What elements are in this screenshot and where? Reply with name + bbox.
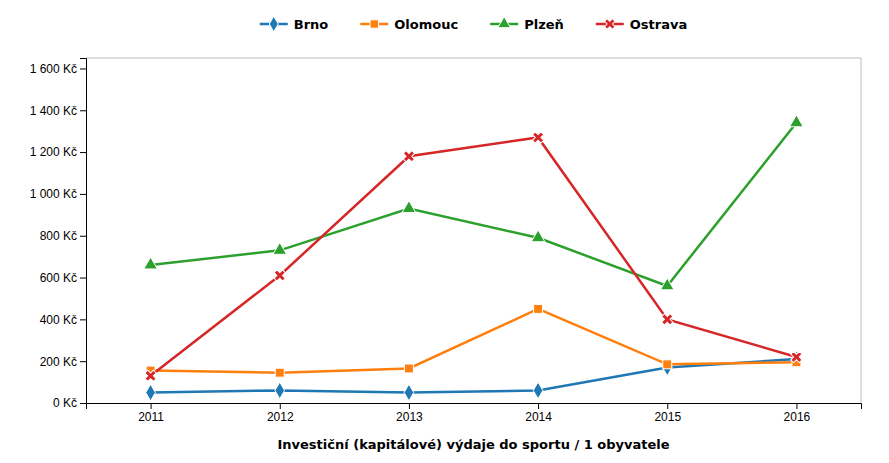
tick-mark	[538, 403, 539, 409]
point	[400, 148, 417, 165]
tick: 2012	[267, 403, 294, 424]
tick: 800 Kč	[40, 229, 86, 243]
point	[142, 367, 159, 384]
tick-mark	[80, 278, 86, 279]
series-line	[151, 137, 797, 375]
legend-item: Olomouc	[360, 17, 458, 32]
tick: 2014	[525, 403, 552, 424]
point	[531, 230, 545, 242]
point	[275, 368, 284, 377]
tick-label: 800 Kč	[40, 229, 77, 243]
legend: Brno Olomouc Plzeň Ostrava	[260, 16, 687, 32]
point	[663, 360, 672, 369]
tick: 200 Kč	[40, 355, 86, 369]
tick-mark	[280, 403, 281, 409]
tick-mark	[151, 403, 152, 409]
point	[271, 267, 288, 284]
tick-label: 1 600 Kč	[30, 62, 77, 76]
point	[402, 201, 416, 213]
tick-mark	[80, 110, 86, 111]
legend-item: Plzeň	[490, 17, 564, 32]
axis-line	[87, 404, 862, 410]
tick-label: 2014	[525, 410, 552, 424]
tick-label: 2012	[267, 410, 294, 424]
legend-symbol	[269, 16, 278, 32]
tick-mark	[796, 403, 797, 409]
legend-symbol	[370, 20, 378, 28]
point	[534, 304, 543, 313]
plot-area	[142, 115, 805, 401]
point	[659, 311, 676, 328]
tick: 1 200 Kč	[30, 145, 86, 159]
y-axis: 0 Kč 200 Kč 400 Kč 600 Kč 800 Kč 1 000 Kč 1 20…	[30, 59, 87, 411]
point	[404, 364, 413, 373]
tick-mark	[80, 361, 86, 362]
tick-label: 1 200 Kč	[30, 145, 77, 159]
point	[533, 382, 543, 399]
tick-label: 2013	[396, 410, 423, 424]
x-axis-label: Investiční (kapitálové) výdaje do sportu…	[277, 437, 669, 452]
tick-label: 2011	[138, 410, 164, 424]
tick-label: 1 000 Kč	[30, 187, 77, 201]
legend-item: Brno	[260, 16, 329, 32]
tick-mark	[409, 403, 410, 409]
legend-label: Ostrava	[630, 17, 687, 32]
tick: 2011	[138, 403, 164, 424]
tick-mark	[667, 403, 668, 409]
tick-mark	[80, 68, 86, 69]
frame	[861, 58, 862, 403]
tick-label: 2015	[654, 410, 681, 424]
legend-label: Olomouc	[394, 17, 458, 32]
tick-label: 2016	[784, 410, 811, 424]
tick-label: 0 Kč	[53, 396, 77, 410]
tick-mark	[80, 194, 86, 195]
legend-item: Ostrava	[596, 16, 687, 32]
tick-label: 400 Kč	[40, 313, 77, 327]
point	[144, 257, 158, 269]
tick: 2015	[654, 403, 681, 424]
tick: 1 600 Kč	[30, 62, 86, 76]
tick-mark	[80, 152, 86, 153]
frame	[86, 58, 861, 59]
tick-mark	[80, 319, 86, 320]
tick: 2013	[396, 403, 423, 424]
tick: 2016	[784, 403, 811, 424]
legend-label: Plzeň	[524, 17, 564, 32]
tick: 0 Kč	[53, 396, 86, 410]
legend-symbol	[602, 16, 618, 32]
legend-symbol	[498, 17, 511, 28]
x-axis: 2011 2012 2013 2014 2015 2016	[87, 403, 862, 424]
point	[404, 384, 414, 401]
point	[530, 129, 547, 146]
tick: 1 000 Kč	[30, 187, 86, 201]
tick-label: 600 Kč	[40, 271, 77, 285]
point	[275, 382, 285, 399]
chart: 2011 2012 2013 2014 2015 2016 0 Kč 200 Kč 400 Kč…	[0, 0, 889, 463]
point	[273, 243, 287, 255]
legend-label: Brno	[294, 17, 329, 32]
tick-mark	[80, 403, 86, 404]
tick: 600 Kč	[40, 271, 86, 285]
tick: 400 Kč	[40, 313, 86, 327]
tick-mark	[80, 236, 86, 237]
axis-line	[80, 59, 87, 404]
point	[146, 384, 156, 401]
tick-label: 200 Kč	[40, 355, 77, 369]
tick-label: 1 400 Kč	[30, 104, 77, 118]
point	[788, 349, 805, 366]
point	[660, 278, 674, 290]
series-line	[151, 309, 797, 373]
tick: 1 400 Kč	[30, 104, 86, 118]
point	[790, 115, 804, 127]
point	[662, 359, 672, 376]
